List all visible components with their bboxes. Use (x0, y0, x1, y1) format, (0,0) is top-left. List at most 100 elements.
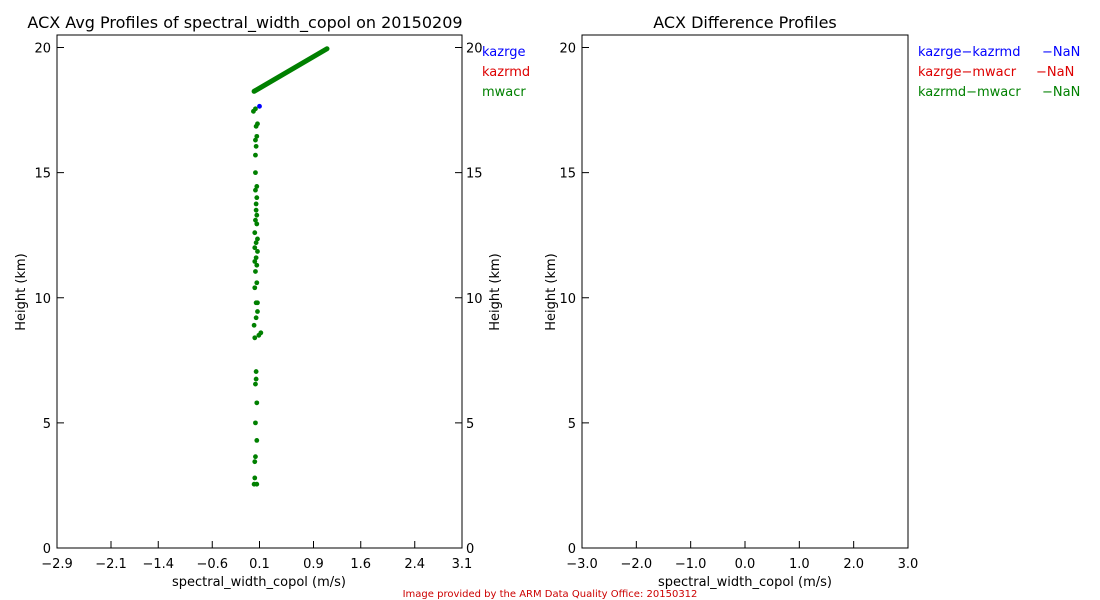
x-tick-label: 1.0 (789, 557, 810, 572)
y-tick-label: 15 (559, 167, 576, 182)
left-y-axis-label: Height (km) (14, 253, 29, 330)
mwacr-point (255, 121, 260, 127)
x-tick-label: −2.9 (41, 557, 73, 572)
x-tick-label: 0.9 (303, 557, 324, 572)
mwacr-point (252, 459, 258, 465)
right-legend-kazrge-kazrmd: kazrge−kazrmd (918, 45, 1020, 60)
mwacr-point (254, 221, 260, 227)
right-y-ticks: 0 5 10 15 20 (559, 42, 589, 557)
left-y-ticks-right: 0 5 10 15 20 (455, 42, 483, 557)
x-tick-label: −1.4 (142, 557, 174, 572)
mwacr-point (255, 309, 260, 314)
x-tick-label: 0.0 (735, 557, 756, 572)
mwacr-point (252, 475, 258, 481)
mwacr-point (253, 381, 258, 387)
y-tick-label-right: 0 (466, 542, 474, 557)
x-tick-label: −2.0 (621, 557, 653, 572)
y-tick-label: 5 (43, 417, 51, 432)
mwacr-point (253, 106, 258, 112)
x-tick-label: −0.6 (196, 557, 228, 572)
y-tick-label-right: 10 (466, 292, 483, 307)
kazrge-point (257, 103, 262, 109)
x-tick-label: −3.0 (566, 557, 598, 572)
mwacr-point (253, 269, 258, 274)
y-tick-label: 5 (568, 417, 576, 432)
mwacr-point (254, 437, 260, 443)
mwacr-point (253, 207, 259, 213)
x-tick-label: 3.1 (452, 557, 473, 572)
y-tick-label: 20 (34, 42, 51, 57)
mwacr-line (251, 46, 330, 94)
right-legend: kazrge−kazrmd −NaN kazrge−mwacr −NaN kaz… (918, 45, 1080, 100)
left-legend-kazrge: kazrge (482, 45, 525, 60)
y-tick-label-right: 5 (466, 417, 474, 432)
x-tick-label: 2.0 (843, 557, 864, 572)
y-tick-label-right: 15 (466, 167, 483, 182)
mwacr-point (253, 369, 259, 374)
mwacr-point (255, 249, 260, 254)
x-tick-label: 0.1 (249, 557, 270, 572)
left-x-axis-label: spectral_width_copol (m/s) (172, 575, 346, 590)
y-tick-label: 0 (43, 542, 51, 557)
mwacr-point (254, 195, 260, 201)
mwacr-point (252, 230, 258, 236)
right-x-ticks: −3.0 −2.0 −1.0 0.0 1.0 2.0 3.0 (566, 541, 918, 572)
right-legend-kazrge-kazrmd-value: −NaN (1042, 45, 1080, 60)
mwacr-point (253, 420, 258, 426)
x-tick-label: 2.4 (404, 557, 425, 572)
mwacr-point (253, 137, 258, 143)
mwacr-point (254, 212, 260, 218)
mwacr-point (252, 285, 258, 291)
left-legend-kazrmd: kazrmd (482, 65, 530, 80)
x-tick-label: −2.1 (95, 557, 127, 572)
right-legend-kazrmd-mwacr: kazrmd−mwacr (918, 85, 1021, 100)
mwacr-point (254, 280, 260, 286)
x-tick-label: −1.0 (675, 557, 707, 572)
y-tick-label: 10 (34, 292, 51, 307)
mwacr-point (253, 240, 259, 246)
y-tick-label: 15 (34, 167, 51, 182)
y-tick-label: 20 (559, 42, 576, 57)
x-tick-label: 1.6 (350, 557, 371, 572)
mwacr-point (253, 201, 259, 207)
mwacr-point (252, 335, 258, 341)
y-tick-label-right: 20 (466, 42, 483, 57)
mwacr-point (254, 133, 260, 139)
left-y-ticks: 0 5 10 15 20 (34, 42, 64, 557)
mwacr-point (253, 255, 259, 261)
right-y-axis-label: Height (km) (544, 253, 559, 330)
left-y-axis-label-right: Height (km) (488, 253, 503, 330)
mwacr-point (253, 170, 258, 176)
mwacr-point (254, 262, 260, 268)
mwacr-point (254, 481, 260, 487)
right-legend-kazrge-mwacr: kazrge−mwacr (918, 65, 1017, 80)
mwacr-point (253, 152, 258, 158)
right-legend-kazrge-mwacr-value: −NaN (1036, 65, 1074, 80)
mwacr-point (252, 245, 258, 251)
mwacr-point (253, 315, 259, 321)
mwacr-point (253, 217, 258, 223)
mwacr-point (258, 330, 264, 336)
right-plot-frame (581, 34, 909, 549)
mwacr-point (252, 259, 258, 264)
right-legend-kazrmd-mwacr-value: −NaN (1042, 85, 1080, 100)
mwacr-point (253, 187, 258, 193)
x-tick-label: 3.0 (898, 557, 919, 572)
mwacr-point (255, 236, 260, 242)
mwacr-point (255, 300, 260, 306)
left-plot-frame (56, 34, 463, 549)
right-title: ACX Difference Profiles (653, 13, 837, 32)
y-tick-label: 10 (559, 292, 576, 307)
mwacr-point (254, 400, 260, 406)
left-x-ticks: −2.9 −2.1 −1.4 −0.6 0.1 0.9 1.6 2.4 3.1 (41, 541, 472, 572)
left-panel: ACX Avg Profiles of spectral_width_copol… (14, 13, 530, 590)
left-title: ACX Avg Profiles of spectral_width_copol… (27, 13, 462, 33)
credit-text: Image provided by the ARM Data Quality O… (403, 589, 698, 600)
mwacr-point (253, 143, 259, 149)
mwacr-point (254, 183, 260, 189)
left-legend-mwacr: mwacr (482, 85, 526, 100)
right-panel: ACX Difference Profiles −3.0 −2.0 −1.0 0.0 1… (544, 13, 1080, 590)
left-data-marks (251, 46, 330, 487)
mwacr-point (251, 322, 257, 328)
